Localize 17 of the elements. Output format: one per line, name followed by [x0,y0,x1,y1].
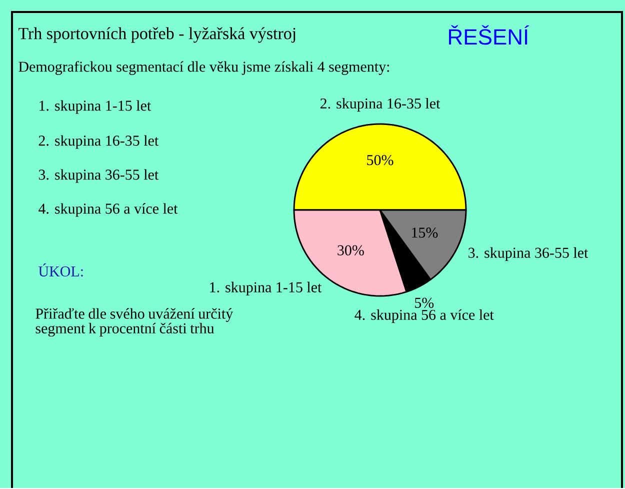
text: 3. skupina 36-55 let [38,169,159,183]
data-label: 30% [338,245,364,256]
data-label: 15% [412,228,438,238]
chart-subtitle: Demografickou segmentací dle věku jsme získali 4 segmenty: [18,61,390,75]
slice-label: 4. skupina 56 a více let [354,309,494,323]
text: Přiřaďte dle svého uvážení určitý segment k procentní části trhu [36,308,234,337]
chart-title: Trh sportovních potřeb - lyžařská výstroj [18,27,296,43]
text: 1. skupina 1-15 let [40,100,152,114]
data-label: 5% [415,298,434,308]
data-label: 50% [367,155,394,166]
text: ÚKOL: [38,263,83,277]
slice-label: 2. skupina 16-35 let [320,98,440,112]
slice-label: 3. skupina 36-55 let [468,247,588,261]
text: 2. skupina 16-35 let [38,135,159,149]
text: 4. skupina 56 a více let [38,203,178,217]
slice-label: 1. skupina 1-15 let [210,282,322,296]
text: ŘEŠENÍ [449,25,530,45]
